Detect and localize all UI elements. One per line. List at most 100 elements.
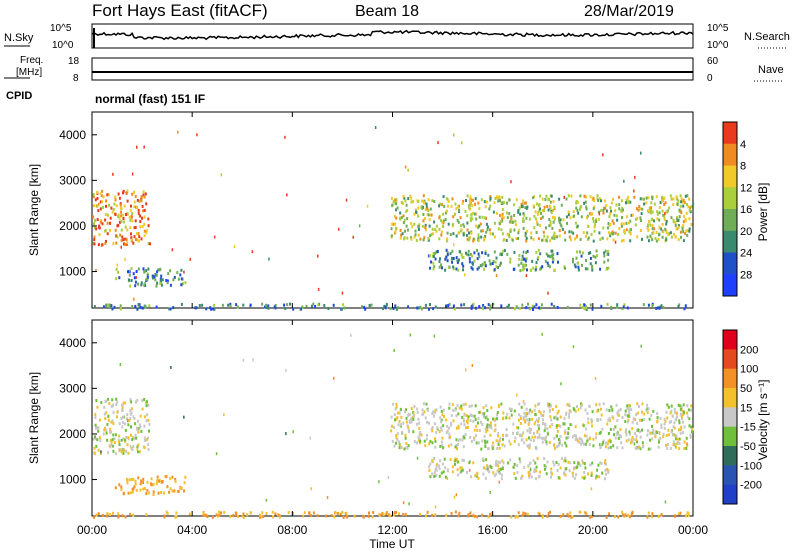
heatmap-cell — [536, 220, 538, 224]
nsky-label: N.Sky — [4, 32, 34, 44]
y-tick-label: 4000 — [59, 336, 86, 350]
heatmap-cell — [647, 407, 650, 411]
heatmap-cell — [461, 438, 464, 442]
heatmap-cell — [494, 196, 497, 200]
heatmap-cell — [537, 511, 540, 515]
heatmap-cell — [529, 472, 532, 476]
heatmap-cell — [587, 236, 590, 240]
heatmap-cell — [174, 480, 177, 484]
heatmap-noise — [453, 133, 455, 137]
heatmap-cell — [618, 195, 621, 199]
heatmap-cell — [458, 208, 460, 212]
heatmap-cell — [535, 265, 538, 269]
heatmap-cell — [471, 217, 474, 221]
heatmap-cell — [587, 417, 590, 421]
heatmap-cell — [661, 235, 664, 239]
heatmap-noise — [116, 263, 119, 267]
heatmap-cell — [417, 206, 420, 210]
heatmap-cell — [452, 232, 455, 236]
heatmap-cell — [438, 467, 441, 471]
heatmap-cell — [121, 421, 124, 425]
heatmap-cell — [465, 414, 468, 417]
heatmap-cell — [486, 418, 489, 422]
colorbar-segment — [723, 330, 737, 350]
heatmap-cell — [433, 422, 436, 426]
heatmap-cell — [159, 282, 162, 285]
heatmap-cell — [496, 411, 499, 414]
heatmap-cell — [660, 304, 663, 308]
heatmap-noise — [614, 240, 617, 244]
heatmap-cell — [152, 492, 155, 496]
heatmap-cell — [259, 513, 261, 517]
freq-unit-label: [MHz] — [16, 67, 42, 78]
heatmap-cell — [431, 459, 434, 463]
heatmap-cell — [440, 230, 443, 234]
heatmap-cell — [608, 215, 611, 219]
heatmap-cell — [471, 414, 474, 418]
heatmap-cell — [483, 412, 486, 416]
heatmap-cell — [155, 284, 158, 288]
heatmap-cell — [382, 513, 385, 517]
heatmap-cell — [585, 259, 587, 262]
heatmap-cell — [472, 198, 474, 202]
heatmap-cell — [217, 514, 220, 518]
heatmap-noise — [170, 366, 172, 369]
heatmap-cell — [515, 198, 518, 202]
heatmap-cell — [502, 433, 504, 437]
heatmap-cell — [619, 428, 622, 432]
heatmap-cell — [391, 203, 394, 207]
heatmap-cell — [130, 267, 133, 270]
heatmap-cell — [520, 258, 523, 262]
heatmap-cell — [515, 426, 518, 430]
heatmap-cell — [640, 229, 642, 232]
heatmap-cell — [146, 400, 148, 404]
heatmap-cell — [474, 306, 477, 310]
heatmap-cell — [615, 214, 618, 218]
heatmap-cell — [580, 205, 583, 208]
heatmap-cell — [434, 251, 437, 255]
heatmap-noise — [594, 377, 597, 380]
heatmap-cell — [656, 306, 659, 310]
heatmap-cell — [666, 403, 669, 407]
heatmap-cell — [539, 252, 542, 256]
heatmap-cell — [130, 279, 133, 282]
heatmap-cell — [286, 303, 289, 307]
heatmap-cell — [165, 279, 168, 282]
heatmap-cell — [458, 406, 461, 410]
heatmap-cell — [472, 211, 475, 215]
heatmap-cell — [609, 419, 612, 423]
heatmap-cell — [448, 302, 451, 306]
heatmap-cell — [595, 403, 598, 407]
heatmap-cell — [606, 467, 608, 471]
heatmap-cell — [668, 206, 671, 210]
heatmap-cell — [405, 408, 407, 412]
heatmap-cell — [498, 439, 501, 443]
heatmap-cell — [223, 510, 226, 514]
heatmap-cell — [446, 204, 449, 208]
heatmap-cell — [363, 305, 366, 309]
heatmap-cell — [486, 409, 489, 412]
heatmap-cell — [659, 227, 662, 231]
heatmap-cell — [656, 210, 659, 214]
heatmap-cell — [402, 214, 405, 218]
heatmap-cell — [687, 205, 690, 209]
heatmap-cell — [486, 228, 489, 232]
heatmap-cell — [106, 221, 109, 225]
heatmap-cell — [136, 232, 139, 236]
heatmap-cell — [600, 407, 602, 411]
heatmap-cell — [470, 266, 473, 270]
heatmap-cell — [525, 257, 528, 261]
heatmap-cell — [663, 422, 666, 426]
heatmap-cell — [395, 510, 397, 514]
heatmap-cell — [516, 515, 519, 519]
heatmap-cell — [646, 433, 649, 437]
heatmap-cell — [534, 461, 537, 465]
heatmap-cell — [524, 413, 527, 417]
heatmap-noise — [131, 172, 134, 176]
heatmap-cell — [132, 436, 134, 440]
heatmap-cell — [509, 228, 512, 232]
heatmap-cell — [129, 417, 132, 421]
heatmap-cell — [625, 430, 628, 434]
heatmap-cell — [292, 307, 295, 311]
